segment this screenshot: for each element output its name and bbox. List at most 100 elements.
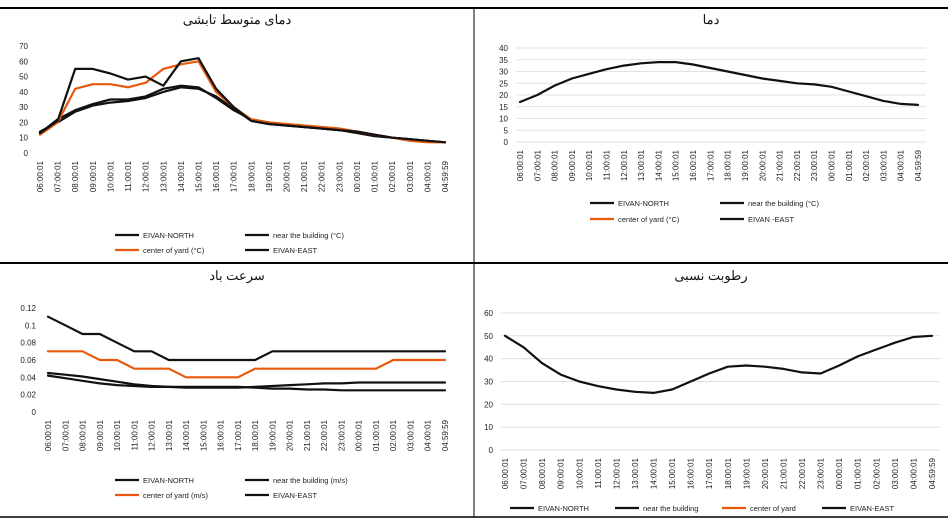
y-tick-label: 0.1 (25, 321, 37, 330)
x-tick-label: 18:00:01 (724, 149, 733, 181)
y-tick-label: 0.12 (20, 304, 36, 313)
x-tick-label: 04:59:59 (914, 149, 923, 181)
x-tick-label: 08:00:01 (551, 149, 560, 181)
x-tick-label: 22:00:01 (318, 160, 327, 192)
y-tick-label: 0.02 (20, 391, 36, 400)
x-tick-label: 07:00:01 (54, 160, 63, 192)
chart-relative-humidity: 0 10 20 30 40 50 60 06:00:01 07:00:01 08:00:01 09:… (484, 309, 940, 513)
x-tick-label: 19:00:01 (741, 149, 750, 181)
x-tick-label: 16:00:01 (212, 160, 221, 192)
x-tick-label: 12:00:01 (142, 160, 151, 192)
x-tick-label: 06:00:01 (501, 457, 510, 489)
x-tick-label: 16:00:01 (687, 457, 696, 489)
x-tick-label: 21:00:01 (779, 457, 788, 489)
legend-label: EIVAN-EAST (273, 491, 317, 500)
y-tick-label: 0 (504, 138, 509, 147)
y-tick-label: 30 (19, 103, 28, 112)
y-tick-label: 0 (24, 149, 29, 158)
x-tick-label: 02:00:01 (862, 149, 871, 181)
legend-label: near the building (643, 504, 698, 513)
x-tick-label: 01:00:01 (371, 160, 380, 192)
x-tick-label: 04:00:01 (909, 457, 918, 489)
x-tick-label: 15:00:01 (672, 149, 681, 181)
x-tick-label: 20:00:01 (286, 419, 295, 451)
series-line (46, 315, 447, 362)
x-tick-label: 23:00:01 (810, 149, 819, 181)
x-tick-label: 09:00:01 (557, 457, 566, 489)
x-tick-label: 13:00:01 (159, 160, 168, 192)
x-tick-label: 15:00:01 (668, 457, 677, 489)
y-tick-label: 0 (32, 408, 37, 417)
y-tick-label: 40 (19, 88, 28, 97)
x-tick-label: 01:00:01 (845, 149, 854, 181)
y-tick-label: 0.08 (20, 339, 36, 348)
x-tick-label: 11:00:01 (124, 160, 133, 191)
x-tick-label: 11:00:01 (594, 457, 603, 488)
x-tick-label: 12:00:01 (148, 419, 157, 451)
series-line (46, 350, 447, 379)
legend-label: center of yard (°C) (143, 246, 205, 255)
y-tick-label: 60 (19, 57, 28, 66)
legend-label: near the building (°C) (748, 199, 819, 208)
y-tick-label: 20 (19, 118, 28, 127)
x-tick-label: 13:00:01 (637, 149, 646, 181)
x-tick-label: 20:00:01 (758, 149, 767, 181)
x-tick-label: 04:59:59 (441, 419, 450, 451)
legend-label: near the building (°C) (273, 231, 344, 240)
y-tick-label: 15 (499, 103, 508, 112)
y-tick-label: 20 (499, 91, 508, 100)
legend-label: EIVAN-NORTH (618, 199, 669, 208)
y-tick-label: 5 (504, 126, 509, 135)
legend-label: EIVAN -EAST (748, 215, 795, 224)
title-temperature: دما (703, 12, 720, 27)
x-tick-label: 15:00:01 (194, 160, 203, 192)
legend-label: EIVAN-NORTH (538, 504, 589, 513)
chart-wind-speed: 0 0.02 0.04 0.06 0.08 0.1 0.12 06:00:01 07:00:01… (20, 304, 450, 500)
x-tick-label: 01:00:01 (854, 457, 863, 489)
y-tick-label: 25 (499, 79, 508, 88)
x-tick-label: 18:00:01 (247, 160, 256, 192)
series-line (38, 57, 447, 144)
legend-label: near the building (m/s) (273, 476, 348, 485)
x-tick-label: 17:00:01 (706, 149, 715, 181)
series-line (518, 60, 920, 107)
x-tick-label: 18:00:01 (724, 457, 733, 489)
x-tick-label: 13:00:01 (631, 457, 640, 489)
y-tick-label: 10 (19, 134, 28, 143)
x-tick-label: 13:00:01 (165, 419, 174, 451)
legend-label: center of yard (°C) (618, 215, 680, 224)
y-tick-label: 40 (499, 44, 508, 53)
x-tick-label: 02:00:01 (872, 457, 881, 489)
x-tick-label: 04:00:01 (897, 149, 906, 181)
x-tick-label: 06:00:01 (44, 419, 53, 451)
x-tick-label: 22:00:01 (798, 457, 807, 489)
x-tick-label: 23:00:01 (817, 457, 826, 489)
legend-label: EIVAN-NORTH (143, 476, 194, 485)
x-tick-label: 03:00:01 (879, 149, 888, 181)
y-tick-label: 10 (484, 423, 493, 432)
x-tick-label: 11:00:01 (603, 149, 612, 180)
x-tick-label: 16:00:01 (217, 419, 226, 451)
x-tick-label: 03:00:01 (891, 457, 900, 489)
x-tick-label: 21:00:01 (300, 160, 309, 192)
series-line (46, 374, 447, 392)
legend-label: center of yard (750, 504, 796, 513)
x-tick-label: 04:59:59 (441, 160, 450, 192)
y-tick-label: 70 (19, 42, 28, 51)
x-tick-label: 09:00:01 (96, 419, 105, 451)
x-tick-label: 02:00:01 (389, 419, 398, 451)
x-tick-label: 20:00:01 (283, 160, 292, 192)
x-tick-label: 04:00:01 (424, 419, 433, 451)
y-tick-label: 30 (499, 68, 508, 77)
x-tick-label: 18:00:01 (251, 419, 260, 451)
x-tick-label: 21:00:01 (776, 149, 785, 181)
y-tick-label: 0.04 (20, 373, 36, 382)
x-tick-label: 14:00:01 (182, 419, 191, 451)
legend-label: EIVAN-EAST (273, 246, 317, 255)
x-tick-label: 08:00:01 (79, 419, 88, 451)
x-tick-label: 01:00:01 (372, 419, 381, 451)
title-wind-speed: سرعت باد (209, 268, 265, 284)
x-tick-label: 00:00:01 (827, 149, 836, 181)
x-tick-label: 19:00:01 (268, 419, 277, 451)
